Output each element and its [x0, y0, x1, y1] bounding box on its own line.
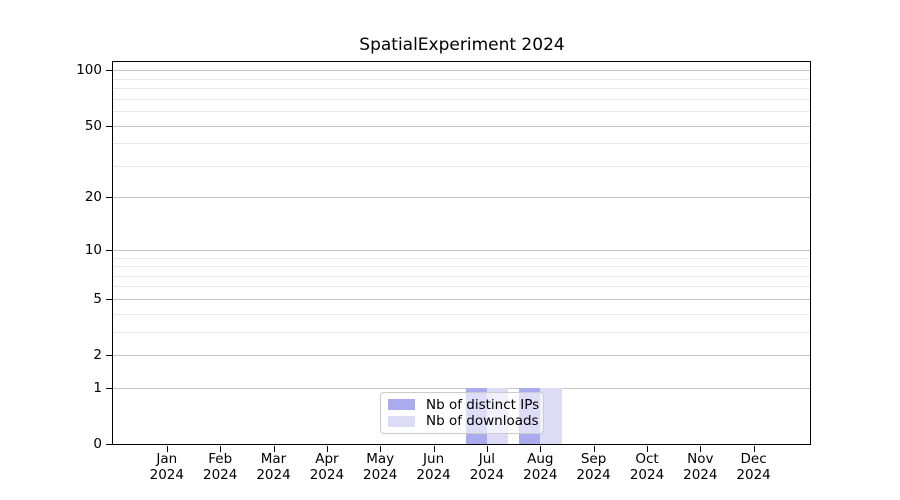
x-tick-month: Aug — [527, 451, 554, 467]
x-tick-label: Oct 2024 — [617, 451, 677, 483]
y-tick-label: 1 — [93, 379, 102, 396]
legend-label-downloads: Nb of downloads — [426, 413, 539, 430]
y-gridline-minor — [113, 331, 810, 333]
x-tick-label: May 2024 — [350, 451, 410, 483]
x-tick-label: Nov 2024 — [670, 451, 730, 483]
x-tick-year: 2024 — [523, 467, 558, 483]
x-tick-year: 2024 — [256, 467, 291, 483]
x-tick-month: Jun — [423, 451, 445, 467]
x-tick-label: Feb 2024 — [190, 451, 250, 483]
x-tick-year: 2024 — [416, 467, 451, 483]
x-tick-month: Sep — [580, 451, 607, 467]
x-tick — [753, 446, 755, 452]
y-tick-label: 10 — [84, 241, 102, 258]
y-gridline-minor — [113, 78, 810, 80]
x-tick-year: 2024 — [629, 467, 665, 483]
y-gridline-minor — [113, 266, 810, 267]
x-tick-label: Jun 2024 — [404, 451, 464, 483]
y-gridline-minor — [113, 257, 810, 259]
x-tick-month: Jul — [478, 451, 496, 467]
legend-item-downloads: Nb of downloads — [388, 413, 539, 430]
x-tick-year: 2024 — [469, 467, 505, 483]
y-tick-label: 50 — [84, 117, 102, 134]
y-tick — [106, 70, 113, 72]
legend-item-distinct-ips: Nb of distinct IPs — [388, 396, 540, 413]
x-tick-year: 2024 — [576, 467, 611, 483]
x-tick-month: Mar — [260, 451, 287, 467]
y-gridline-minor — [113, 165, 810, 167]
x-tick-month: Apr — [315, 451, 339, 467]
x-tick-label: Apr 2024 — [297, 451, 357, 483]
plot-area — [112, 61, 811, 445]
legend-label-distinct-ips: Nb of distinct IPs — [426, 396, 540, 413]
x-tick — [380, 446, 382, 452]
x-tick-label: Jan 2024 — [137, 451, 197, 483]
x-tick-label: Sep 2024 — [564, 451, 624, 483]
x-tick-month: Jan — [156, 451, 178, 467]
y-tick — [106, 355, 113, 356]
y-gridline-major — [113, 125, 810, 127]
x-tick — [273, 446, 275, 452]
x-tick — [166, 446, 168, 452]
x-tick-month: Feb — [208, 451, 233, 467]
y-gridline-minor — [113, 313, 810, 315]
legend: Nb of distinct IPs Nb of downloads — [380, 392, 544, 434]
x-tick — [220, 446, 222, 452]
x-tick-label: Aug 2024 — [510, 451, 570, 483]
y-tick — [106, 298, 113, 300]
x-tick — [540, 446, 542, 452]
y-tick — [106, 444, 113, 445]
x-tick-month: Oct — [635, 451, 659, 467]
y-gridline-minor — [113, 143, 810, 145]
chart-title: SpatialExperiment 2024 — [359, 35, 565, 55]
x-tick-year: 2024 — [363, 467, 398, 483]
y-gridline-minor — [113, 98, 810, 100]
y-gridline-major — [113, 355, 810, 356]
x-tick — [486, 446, 488, 452]
y-gridline-major — [113, 249, 810, 251]
x-tick-label: Mar 2024 — [244, 451, 304, 483]
y-tick-label: 5 — [93, 290, 102, 307]
y-tick-label: 20 — [84, 189, 102, 206]
x-tick — [326, 446, 328, 452]
x-tick-label: Dec 2024 — [724, 451, 784, 483]
x-tick-year: 2024 — [309, 467, 345, 483]
bar-downloads-aug — [540, 387, 562, 444]
y-gridline-major — [113, 197, 810, 199]
x-tick-month: May — [366, 451, 395, 467]
legend-swatch-distinct-ips-icon — [388, 399, 415, 411]
y-tick — [106, 387, 113, 389]
x-tick — [647, 446, 648, 452]
y-gridline-minor — [113, 286, 810, 288]
y-tick-label: 2 — [93, 347, 102, 363]
y-tick-label: 100 — [76, 62, 102, 79]
x-tick-month: Dec — [740, 451, 767, 467]
y-tick — [106, 197, 113, 199]
x-tick — [433, 446, 435, 452]
x-tick-year: 2024 — [203, 467, 238, 483]
y-tick — [106, 249, 113, 251]
x-tick-year: 2024 — [683, 467, 718, 483]
x-tick-label: Jul 2024 — [457, 451, 517, 483]
y-tick — [106, 125, 113, 127]
x-tick-year: 2024 — [149, 467, 184, 483]
y-tick-label: 0 — [93, 436, 102, 452]
x-tick — [700, 446, 702, 452]
x-tick — [593, 446, 595, 452]
x-tick-year: 2024 — [736, 467, 771, 483]
y-gridline-minor — [113, 111, 810, 112]
y-gridline-major — [113, 298, 810, 300]
legend-swatch-downloads-icon — [388, 415, 415, 427]
x-tick-month: Nov — [687, 451, 714, 467]
y-gridline-minor — [113, 88, 810, 89]
y-gridline-minor — [113, 275, 810, 277]
y-gridline-major — [113, 387, 810, 389]
y-gridline-major — [113, 70, 810, 72]
